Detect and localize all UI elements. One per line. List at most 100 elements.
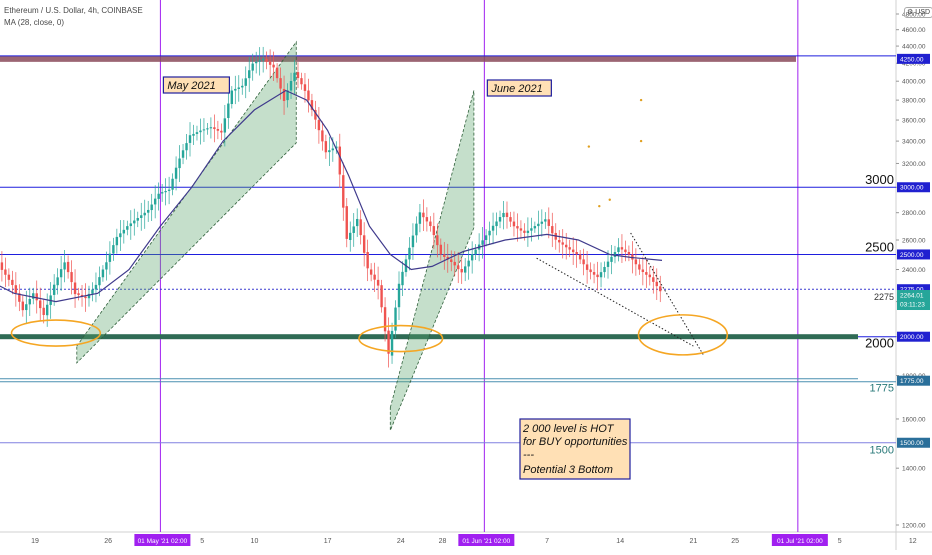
candle-body: [209, 127, 213, 129]
candle-body: [300, 78, 303, 85]
candle-body: [122, 229, 126, 234]
candle-body: [645, 272, 648, 275]
x-tick-label: 14: [616, 538, 624, 545]
candle-body: [32, 293, 35, 299]
x-tick-label: 01 Jun '21 02:00: [462, 538, 510, 545]
candle-body: [303, 84, 307, 91]
candle-body: [394, 307, 397, 331]
currency-selector[interactable]: ⚙ USD: [904, 7, 932, 18]
candle-body: [342, 175, 345, 208]
candle-body: [463, 266, 467, 273]
indicator-legend[interactable]: MA (28, close, 0): [4, 18, 65, 27]
level-tag-label: 3000.00: [900, 185, 924, 192]
candle-body: [397, 283, 401, 308]
candle-body: [596, 274, 599, 278]
lock-icon: ⚙: [907, 9, 914, 16]
candle-body: [429, 221, 432, 227]
candle-body: [216, 129, 220, 131]
candle-body: [98, 277, 101, 286]
candle-body: [634, 259, 638, 265]
candle-body: [387, 330, 390, 354]
candle-body: [328, 150, 331, 153]
level-tag-bg: [897, 53, 930, 64]
candle-body: [603, 266, 606, 273]
candle-body: [540, 221, 544, 224]
candle-body: [575, 252, 578, 255]
candle-body: [599, 272, 603, 278]
candle-body: [195, 132, 199, 134]
candle-body: [474, 249, 477, 255]
candle-body: [495, 221, 498, 227]
candle-body: [349, 232, 352, 240]
candle-body: [498, 217, 502, 222]
level-tag-label: 1775.00: [900, 378, 924, 385]
candle-body: [286, 90, 289, 101]
x-tick-label: 7: [545, 538, 549, 545]
candle-body: [418, 212, 422, 224]
level-label-2275: 2275: [874, 292, 894, 302]
y-tick-label: 3200.00: [902, 161, 926, 168]
candle-body: [401, 271, 404, 286]
candle-body: [460, 268, 463, 273]
candle-body: [530, 228, 533, 231]
candle-body: [491, 225, 495, 231]
bottom-highlight-1: [10, 319, 102, 347]
candle-body: [481, 240, 484, 245]
candle-body: [227, 103, 230, 118]
candle-body: [112, 245, 115, 254]
candle-body: [223, 118, 227, 133]
candle-body: [484, 235, 488, 240]
candle-body: [568, 247, 571, 250]
marker-dot: [598, 204, 601, 208]
y-tick-label: 3800.00: [902, 98, 926, 105]
y-tick-label: 2600.00: [902, 237, 926, 244]
y-tick-label: 1600.00: [902, 416, 926, 423]
current-price-tag-bg: [897, 290, 930, 311]
candle-body: [206, 128, 209, 130]
candle-body: [432, 226, 436, 236]
marker-dot: [587, 145, 591, 148]
candle-body: [296, 72, 300, 79]
candle-body: [136, 218, 139, 221]
candle-body: [258, 60, 261, 62]
candle-body: [606, 261, 610, 267]
candle-body: [331, 148, 335, 151]
candle-body: [4, 269, 7, 275]
candle-body: [624, 249, 627, 253]
candle-body: [411, 235, 415, 248]
candle-body: [289, 81, 293, 91]
x-tick-highlight-bg: [134, 534, 191, 546]
candle-body: [66, 261, 70, 273]
candle-body: [516, 226, 519, 229]
candle-body: [70, 272, 73, 283]
candle-body: [268, 61, 272, 65]
candle-body: [244, 78, 247, 86]
marker-dot: [639, 139, 643, 143]
candle-body: [282, 88, 286, 101]
candle-body: [571, 249, 575, 253]
candle-body: [338, 146, 341, 175]
candle-body: [390, 330, 394, 356]
candle-body: [220, 130, 223, 133]
note-line-1: 2 000 level is HOT: [522, 423, 615, 435]
candle-body: [620, 247, 624, 250]
candle-body: [335, 146, 338, 149]
candle-body: [512, 221, 516, 227]
candle-body: [21, 301, 25, 311]
candle-body: [18, 293, 21, 302]
candle-body: [544, 219, 547, 222]
x-tick-label: 24: [397, 538, 405, 545]
candle-body: [627, 252, 631, 255]
candle-body: [310, 100, 314, 110]
candle-body: [537, 223, 540, 227]
candle-body: [453, 261, 456, 266]
candle-body: [178, 158, 181, 169]
candle-body: [272, 64, 275, 68]
candle-body: [261, 58, 265, 61]
candle-body: [56, 277, 59, 286]
candle-body: [181, 150, 185, 158]
candle-body: [380, 285, 383, 308]
x-tick-highlight-bg: [771, 534, 828, 546]
